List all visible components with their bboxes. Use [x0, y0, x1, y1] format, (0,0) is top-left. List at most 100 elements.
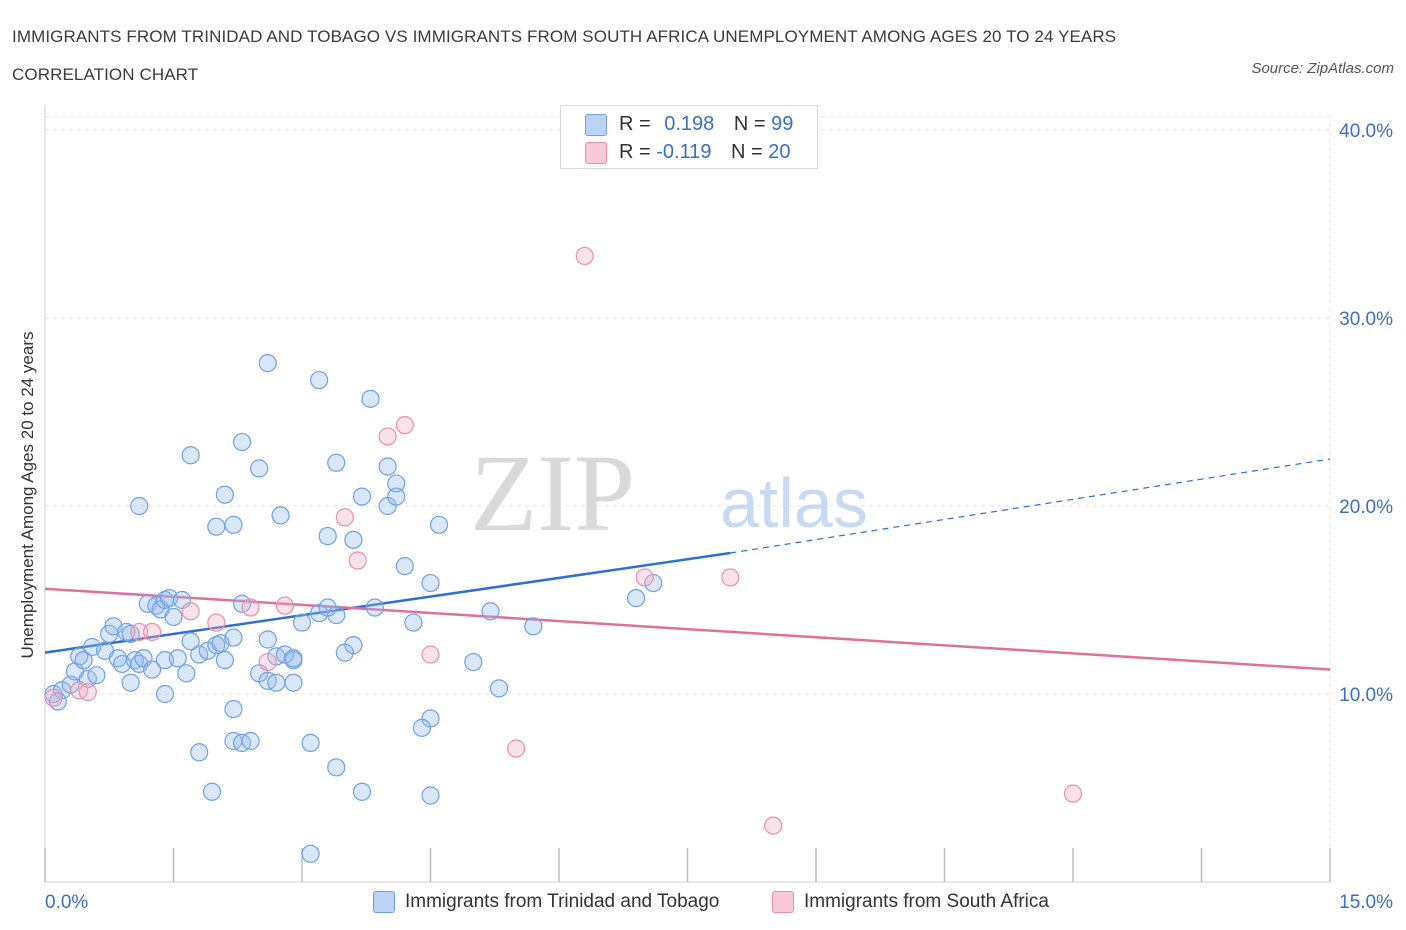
watermark: ZIP atlas [470, 432, 868, 554]
legend-n-value: 20 [768, 141, 791, 163]
point-south-africa [764, 816, 783, 835]
point-south-africa [575, 246, 594, 266]
point-south-africa [507, 739, 526, 758]
point-south-africa [421, 645, 440, 664]
point-trinidad [207, 517, 226, 536]
data-points [44, 246, 1083, 863]
point-trinidad [318, 526, 337, 546]
point-trinidad [258, 630, 277, 649]
point-south-africa [78, 683, 97, 702]
point-trinidad [267, 673, 286, 692]
legend-swatch-pink [585, 142, 607, 164]
point-trinidad [310, 370, 329, 390]
point-trinidad [489, 679, 509, 698]
point-trinidad [215, 485, 234, 504]
point-trinidad [378, 457, 397, 476]
point-south-africa [635, 568, 654, 587]
point-trinidad [524, 617, 543, 636]
point-trinidad [365, 598, 384, 617]
point-trinidad [626, 589, 646, 608]
point-trinidad [215, 651, 234, 670]
point-trinidad [327, 453, 346, 472]
bottom-legend-label-south-africa: Immigrants from South Africa [804, 891, 1049, 912]
y-tick-label: 40.0% [1339, 121, 1393, 142]
point-south-africa [181, 602, 200, 621]
point-south-africa [142, 622, 162, 642]
grid-lines [45, 115, 1331, 882]
point-trinidad [344, 530, 363, 549]
point-south-africa [395, 416, 414, 435]
point-trinidad [164, 607, 183, 627]
point-trinidad [202, 782, 222, 801]
point-trinidad [481, 602, 500, 621]
y-tick-label: 20.0% [1339, 497, 1393, 518]
point-south-africa [130, 622, 149, 642]
bottom-legend-swatch-blue [373, 891, 395, 913]
chart-source: Source: ZipAtlas.com [1251, 60, 1394, 77]
point-trinidad [292, 613, 312, 632]
point-trinidad [121, 673, 140, 692]
point-south-africa [207, 613, 226, 632]
point-trinidad [284, 649, 303, 668]
legend-r-label: R = [619, 141, 651, 163]
watermark-atlas: atlas [720, 464, 868, 542]
point-trinidad [168, 649, 187, 668]
point-trinidad [395, 557, 414, 576]
point-south-africa [378, 427, 397, 446]
legend-r-value: -0.119 [656, 141, 712, 163]
point-trinidad [421, 573, 440, 593]
point-trinidad [404, 613, 423, 632]
axes [44, 105, 1331, 883]
legend-r-value: 0.198 [664, 113, 715, 135]
legend-n-label: N = [733, 113, 766, 135]
y-tick-label: 10.0% [1339, 685, 1393, 706]
point-trinidad [142, 660, 162, 679]
chart-title: IMMIGRANTS FROM TRINIDAD AND TOBAGO VS I… [12, 27, 1117, 84]
y-axis-title: Unemployment Among Ages 20 to 24 years [18, 331, 37, 659]
point-south-africa [44, 688, 63, 707]
point-trinidad [318, 598, 337, 617]
point-trinidad [232, 432, 252, 452]
point-trinidad [387, 474, 406, 493]
x-tick-label: 15.0% [1339, 892, 1393, 913]
tick-labels: 10.0% 20.0% 30.0% 40.0% 0.0% 15.0% [45, 121, 1393, 913]
watermark-zip: ZIP [470, 432, 635, 554]
x-tick-label: 0.0% [45, 892, 88, 913]
point-trinidad [224, 699, 243, 719]
point-south-africa [241, 598, 260, 617]
y-tick-label: 30.0% [1339, 309, 1393, 330]
point-trinidad [429, 515, 449, 534]
point-trinidad [190, 743, 209, 762]
legend-n-label: N = [731, 141, 763, 163]
point-trinidad [387, 487, 406, 506]
point-trinidad [155, 684, 175, 704]
point-trinidad [327, 758, 346, 777]
point-trinidad [130, 496, 149, 516]
point-trinidad [352, 487, 372, 506]
point-south-africa [1063, 784, 1083, 803]
point-trinidad [258, 354, 277, 373]
point-south-africa [258, 652, 277, 672]
point-trinidad [224, 515, 243, 534]
point-trinidad [301, 733, 320, 752]
point-trinidad [421, 786, 440, 805]
legend-n-value: 99 [771, 113, 794, 135]
point-trinidad [412, 718, 432, 737]
bottom-legend-label-trinidad: Immigrants from Trinidad and Tobago [405, 891, 720, 912]
point-trinidad [87, 666, 106, 685]
point-trinidad [177, 664, 196, 683]
point-trinidad [361, 389, 380, 408]
point-trinidad [224, 628, 243, 647]
point-trinidad [181, 446, 200, 465]
point-south-africa [348, 551, 367, 570]
trend-line-south-africa [44, 587, 1331, 671]
point-trinidad [250, 459, 269, 478]
point-trinidad [352, 782, 372, 801]
trend-line-trinidad-extension [730, 458, 1331, 554]
legend-swatch-blue [585, 114, 607, 136]
point-trinidad [344, 636, 363, 655]
point-south-africa [335, 508, 354, 527]
point-trinidad [464, 652, 483, 672]
point-south-africa [275, 596, 294, 615]
bottom-legend-swatch-pink [772, 891, 794, 913]
